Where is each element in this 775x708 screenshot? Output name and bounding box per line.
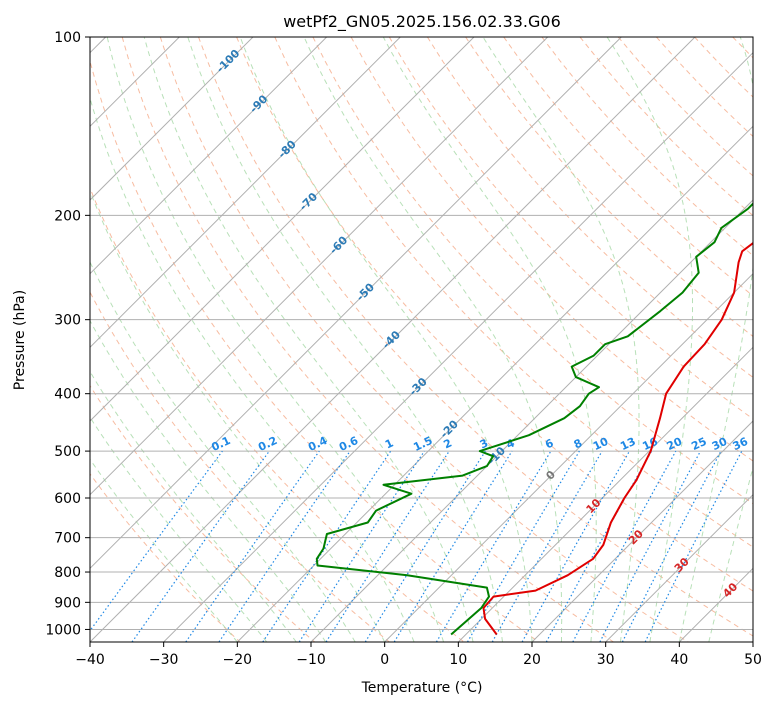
isotherm-line [605, 493, 753, 642]
dewpoint-profile-line [315, 202, 753, 636]
moist-adiabat [90, 416, 268, 642]
y-tick-label: 800 [54, 565, 81, 581]
y-tick-label: 900 [54, 595, 81, 611]
y-axis-title: Pressure (hPa) [12, 290, 28, 390]
mixing-ratio-line [521, 450, 631, 642]
mixing-ratio-label: 10 [591, 435, 611, 453]
moist-adiabat [187, 37, 503, 642]
mixing-ratio-line [131, 450, 270, 642]
isotherm-line [90, 37, 696, 642]
x-tick-label: −40 [75, 652, 105, 668]
mixing-ratio-line [393, 450, 513, 642]
dry-adiabat [90, 186, 465, 642]
mixing-ratio-line [572, 450, 677, 642]
mixing-ratio-line [185, 450, 320, 642]
mixing-ratio-line [218, 450, 351, 642]
x-tick-label: 40 [670, 652, 688, 668]
isotherm-line [163, 51, 753, 642]
moist-adiabat [239, 37, 533, 642]
temperature-profile-line [482, 241, 753, 636]
isotherm-line [90, 37, 622, 570]
y-tick-label: 1000 [45, 622, 81, 638]
x-tick-label: −20 [223, 652, 253, 668]
isotherm-line [457, 346, 753, 642]
x-tick-label: 50 [744, 652, 762, 668]
moist-adiabat [482, 37, 640, 642]
mixing-ratio-label: 16 [640, 435, 660, 453]
profile-series [315, 202, 753, 636]
moist-adiabat [143, 37, 474, 642]
moist-adiabat [106, 37, 445, 642]
mixing-ratio-line [298, 450, 425, 642]
dry-adiabat [236, 37, 753, 592]
x-tick-label: −10 [296, 652, 326, 668]
x-tick-label: −30 [149, 652, 179, 668]
dry-adiabat [90, 472, 241, 642]
x-tick-label: 30 [597, 652, 615, 668]
y-tick-label: 300 [54, 313, 81, 329]
isotherm-line [531, 420, 753, 642]
isotherm-line [310, 199, 753, 642]
mixing-ratio-label: 36 [731, 435, 751, 453]
plot-frame [89, 36, 754, 643]
mixing-ratio-line [325, 450, 450, 642]
isotherm-line [384, 272, 753, 642]
dry-adiabat [198, 37, 753, 637]
y-tick-label: 100 [54, 30, 81, 46]
y-tick-label: 500 [54, 444, 81, 460]
y-tick-label: 700 [54, 531, 81, 547]
mixing-ratio-line [90, 450, 223, 632]
dry-adiabat [121, 37, 614, 642]
isotherm-line [236, 125, 753, 642]
moist-adiabat [90, 189, 386, 642]
isotherm-line [90, 37, 475, 422]
moist-adiabat [303, 37, 563, 642]
dry-adiabat [90, 59, 540, 642]
isotherm-line [90, 37, 549, 496]
isotherm-line [90, 37, 328, 275]
mixing-ratio-label: 30 [710, 435, 730, 453]
moist-adiabat [90, 96, 415, 642]
x-axis: −40 −30 −20 −10 0 10 20 30 40 50 [75, 642, 762, 668]
dry-adiabat [90, 384, 316, 642]
dry-adiabat [350, 37, 753, 462]
x-tick-label: 20 [523, 652, 541, 668]
y-tick-label: 200 [54, 208, 81, 224]
dry-adiabat [90, 291, 390, 642]
dry-adiabat [312, 37, 753, 505]
mixing-ratio-line [262, 450, 392, 642]
dry-adiabat [274, 37, 753, 548]
isotherm-line [90, 37, 254, 201]
mixing-ratio-label: 20 [665, 435, 685, 453]
y-tick-label: 600 [54, 491, 81, 507]
x-axis-title: Temperature (°C) [361, 680, 483, 696]
mixing-ratio-label: 25 [689, 435, 708, 453]
x-tick-label: 0 [380, 652, 389, 668]
moist-adiabat [90, 458, 238, 642]
moist-adiabat [382, 37, 597, 642]
moist-adiabat [90, 260, 356, 642]
y-axis: 100 200 300 400 500 600 700 800 900 1000 [45, 30, 90, 638]
mixing-ratio-line [644, 450, 743, 642]
isotherm-line [90, 37, 401, 349]
x-tick-label: 10 [449, 652, 467, 668]
y-tick-label: 400 [54, 387, 81, 403]
mixing-ratio-label: 13 [618, 435, 637, 453]
chart-title: wetPf2_GN05.2025.156.02.33.G06 [283, 12, 561, 32]
